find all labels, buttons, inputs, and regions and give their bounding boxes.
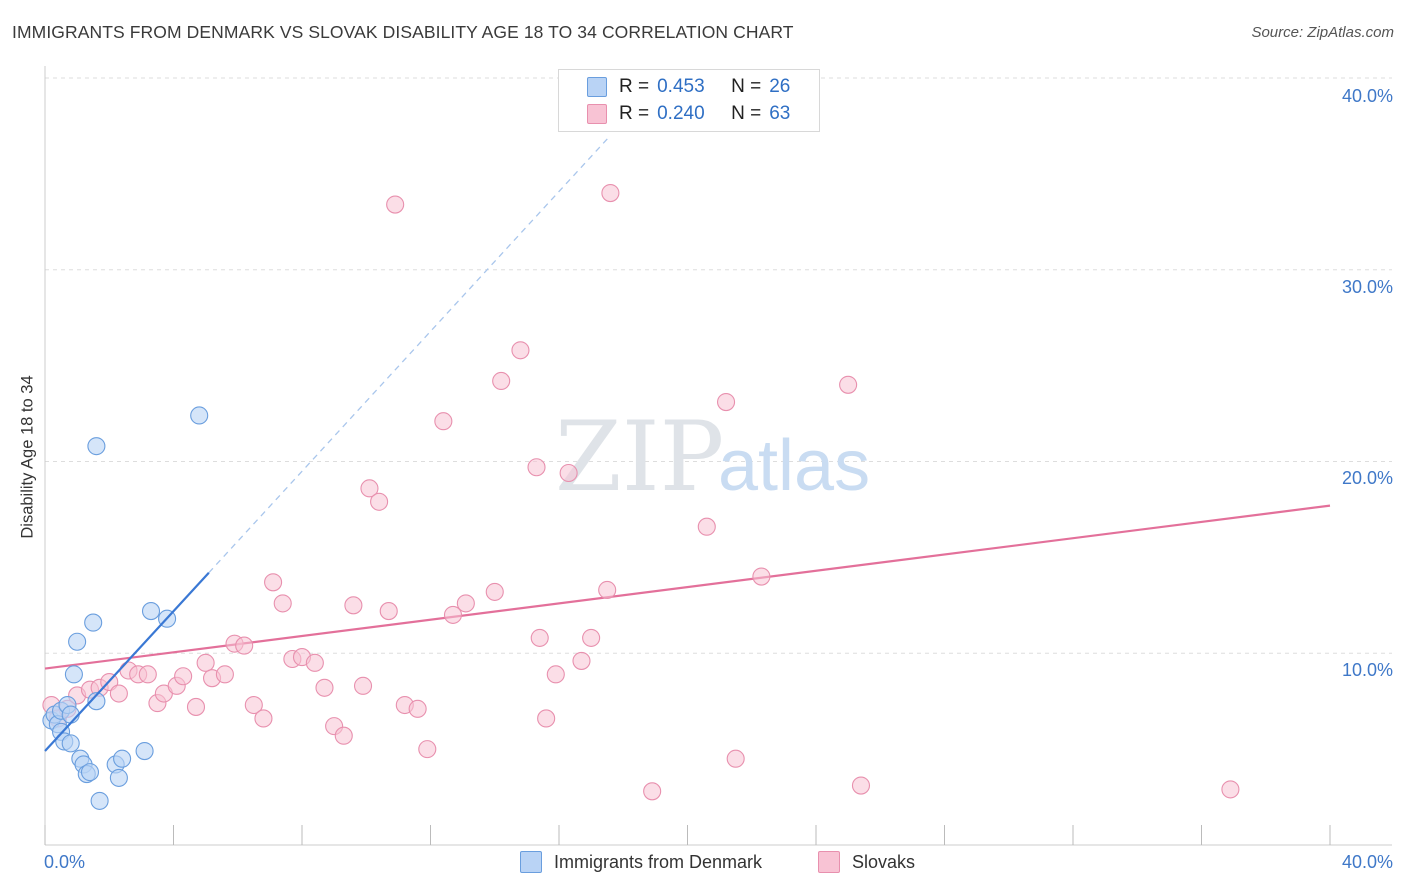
point-denmark [87, 437, 106, 456]
point-slovak [572, 651, 591, 670]
point-slovak [370, 492, 389, 511]
watermark-zip: ZIP [555, 401, 724, 513]
y-tick-label: 40.0% [1341, 86, 1393, 106]
point-denmark [84, 613, 103, 632]
point-slovak [109, 684, 128, 703]
point-slovak [235, 636, 254, 655]
data-points [42, 184, 1240, 810]
chart-title: IMMIGRANTS FROM DENMARK VS SLOVAK DISABI… [12, 22, 794, 42]
point-denmark [113, 749, 132, 768]
point-slovak [360, 479, 379, 498]
point-denmark [61, 734, 80, 753]
point-denmark [141, 602, 161, 621]
point-slovak [418, 740, 437, 759]
point-slovak [344, 596, 363, 615]
legend-swatch-denmark [587, 77, 607, 97]
trend-lines [44, 135, 1331, 670]
legend-r-label: R = [619, 76, 650, 97]
legend-n-label: N = [731, 103, 762, 124]
stats-legend: R = 0.453 N = 26 R = 0.240 N = 63 [558, 69, 820, 132]
point-slovak [851, 776, 871, 795]
trend-line-denmark [44, 571, 210, 752]
point-denmark [68, 632, 87, 651]
point-slovak [456, 594, 475, 613]
axes [44, 66, 1392, 846]
legend-swatch-slovak [818, 851, 840, 873]
point-slovak [196, 653, 215, 672]
point-slovak [527, 458, 546, 477]
legend-n-value: 63 [769, 103, 791, 124]
point-slovak [752, 567, 771, 586]
y-tick-label: 30.0% [1341, 277, 1393, 297]
trend-line-slovak [44, 504, 1331, 670]
point-slovak [244, 695, 263, 715]
point-denmark [135, 741, 154, 761]
y-tick-label: 10.0% [1341, 660, 1393, 680]
watermark-atlas: atlas [718, 426, 870, 506]
point-denmark [87, 692, 106, 711]
point-slovak [254, 709, 273, 728]
legend-r-value: 0.240 [657, 103, 705, 124]
point-denmark [109, 768, 128, 787]
point-slovak [379, 602, 398, 621]
legend-label-slovak: Slovaks [852, 851, 916, 872]
point-slovak [726, 749, 745, 768]
point-slovak [485, 582, 504, 601]
point-slovak [1221, 780, 1240, 799]
legend-row-slovak: R = 0.240 N = 63 [585, 102, 790, 126]
point-slovak [138, 665, 157, 684]
point-slovak [408, 699, 427, 718]
point-slovak [697, 517, 716, 536]
point-slovak [716, 393, 736, 412]
legend-row-denmark: R = 0.453 N = 26 [585, 75, 790, 99]
legend-r-label: R = [619, 103, 650, 124]
point-slovak [353, 676, 373, 695]
point-slovak [386, 195, 405, 214]
trend-line-denmark-extrapolated [208, 135, 611, 574]
point-denmark [90, 791, 109, 810]
grid-lines [45, 77, 1392, 654]
point-slovak [601, 184, 620, 203]
y-tick-label: 20.0% [1341, 468, 1393, 488]
legend-r-value: 0.453 [657, 76, 705, 97]
point-slovak [315, 678, 334, 697]
point-slovak [264, 573, 283, 592]
source-label: Source: ZipAtlas.com [1251, 24, 1394, 41]
point-slovak [598, 580, 617, 600]
legend-item-slovak[interactable]: Slovaks [818, 851, 915, 873]
point-denmark [80, 763, 100, 782]
point-slovak [186, 697, 206, 716]
legend-swatch-slovak [587, 104, 607, 124]
point-denmark [190, 406, 209, 425]
point-denmark [64, 665, 83, 684]
point-slovak [305, 653, 324, 672]
point-slovak [643, 782, 662, 801]
point-slovak [334, 726, 353, 745]
point-slovak [537, 709, 556, 728]
legend-n-label: N = [731, 76, 762, 97]
legend-label-denmark: Immigrants from Denmark [554, 851, 763, 872]
point-slovak [492, 371, 511, 391]
point-denmark [61, 705, 80, 724]
point-slovak [174, 667, 193, 686]
point-slovak [273, 594, 292, 613]
x-tick-label: 0.0% [44, 852, 86, 872]
point-slovak [839, 375, 858, 394]
point-slovak [582, 628, 601, 647]
point-slovak [559, 463, 578, 483]
point-slovak [434, 412, 453, 431]
point-slovak [215, 665, 234, 684]
watermark: ZIP atlas [555, 401, 870, 513]
point-slovak [546, 665, 565, 684]
point-slovak [443, 605, 463, 624]
point-slovak [511, 341, 530, 360]
legend-swatch-denmark [520, 851, 542, 873]
legend-item-denmark[interactable]: Immigrants from Denmark [520, 851, 762, 873]
legend-n-value: 26 [769, 76, 791, 97]
x-tick-label: 40.0% [1341, 852, 1393, 872]
point-slovak [530, 628, 549, 647]
